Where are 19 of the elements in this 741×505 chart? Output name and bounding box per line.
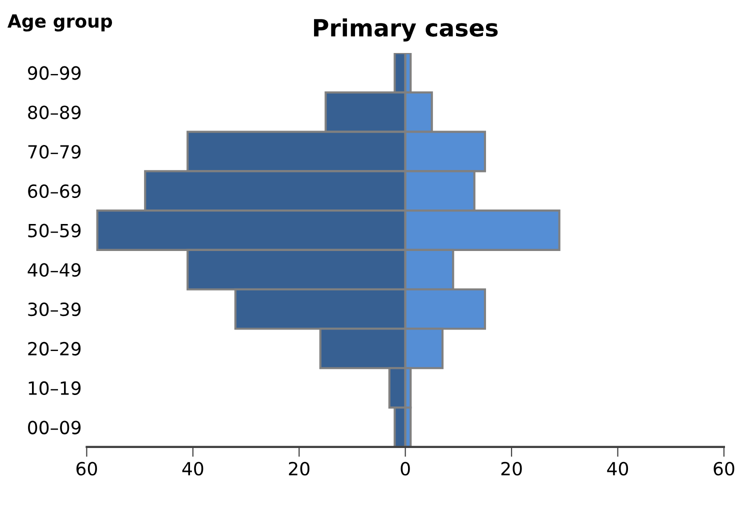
y-tick-label: 30–39 xyxy=(28,302,81,316)
y-tick-label: 80–89 xyxy=(28,106,81,120)
y-tick-label: 90–99 xyxy=(28,66,81,80)
y-tick-label: 00–09 xyxy=(28,420,81,434)
y-tick-label: 20–29 xyxy=(28,342,81,356)
y-tick-label: 70–79 xyxy=(28,144,81,159)
y-tick-label: 50–59 xyxy=(28,224,81,238)
x-tick-label: 60 xyxy=(76,462,97,476)
y-tick-label: 10–19 xyxy=(28,381,81,395)
x-tick-label: 20 xyxy=(501,462,522,476)
x-tick-label: 40 xyxy=(607,462,628,476)
x-tick-label: 60 xyxy=(714,462,734,476)
chart-title: Primary cases xyxy=(314,18,498,42)
y-axis-title: Age group xyxy=(7,14,112,32)
y-tick-label: 40–49 xyxy=(28,263,81,277)
x-tick-label: 20 xyxy=(288,462,310,476)
y-tick-label: 60–69 xyxy=(28,184,81,198)
x-tick-label: 0 xyxy=(400,462,410,476)
x-tick-label: 40 xyxy=(182,462,204,476)
